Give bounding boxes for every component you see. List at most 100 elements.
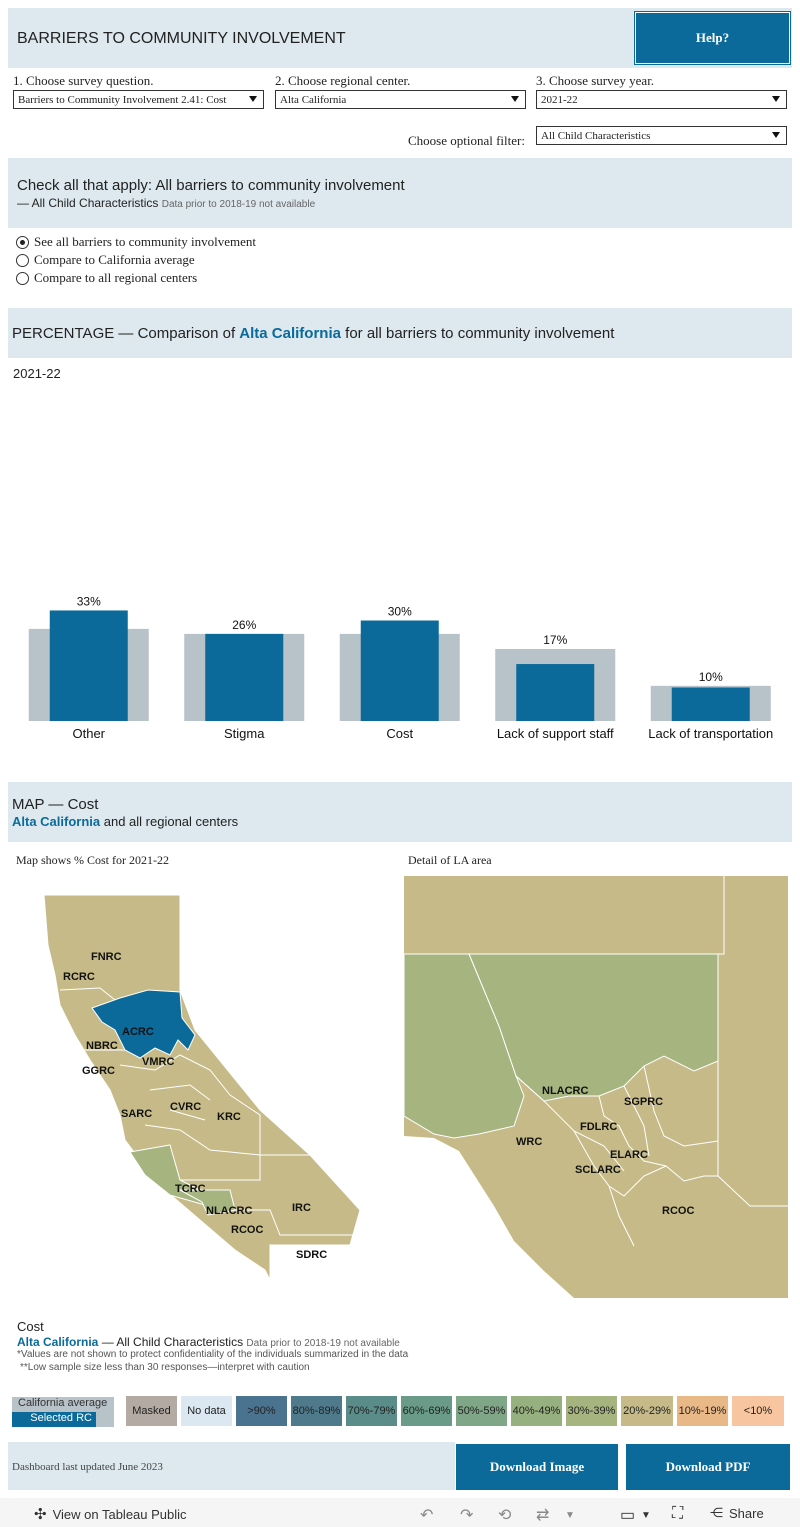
legend-swatch: Masked (126, 1396, 177, 1426)
percentage-title-prefix: PERCENTAGE — Comparison of (12, 325, 240, 342)
fullscreen-icon[interactable]: ⛶ (672, 1505, 684, 1522)
la-detail-map[interactable]: NLACRC SGPRC FDLRC WRC ELARC SCLARC RCOC (404, 876, 788, 1298)
radio-see-all[interactable]: See all barriers to community involvemen… (16, 234, 256, 250)
map-region-label: RCOC (662, 1205, 694, 1217)
radio-icon (16, 253, 29, 267)
chevron-down-icon (772, 96, 780, 102)
question-band-subtitle: — All Child Characteristics Data prior t… (17, 196, 315, 210)
revert-icon[interactable]: ⟲ (498, 1507, 512, 1524)
x-tick-label: Stigma (224, 726, 265, 741)
bar-data-label: 33% (77, 594, 101, 608)
region-base (43, 894, 361, 1281)
radio-compare-ca-average[interactable]: Compare to California average (16, 252, 195, 268)
radio-icon (16, 271, 29, 285)
detail-boundaries (404, 876, 788, 1247)
bar-selected-rc[interactable] (671, 687, 750, 722)
view-on-tableau-link[interactable]: ✣ View on Tableau Public (34, 1505, 187, 1523)
bar-selected-rc[interactable] (49, 610, 128, 721)
map-region-label: NLACRC (206, 1205, 252, 1217)
legend-swatch: 70%-79% (346, 1396, 397, 1426)
tableau-toolbar (0, 1498, 800, 1527)
map-region-label: RCRC (63, 971, 95, 983)
island (222, 1232, 228, 1238)
bar-data-label: 30% (388, 605, 412, 619)
redo-icon[interactable]: ↷ (460, 1507, 474, 1524)
survey-year-select[interactable]: 2021-22 (536, 90, 787, 109)
map-region-label: WRC (516, 1136, 542, 1148)
question-select-value: Barriers to Community Involvement 2.41: … (18, 94, 227, 106)
tableau-logo-icon: ✣ (34, 1506, 47, 1523)
bar-selected-rc[interactable] (360, 620, 439, 722)
bar-selected-rc[interactable] (516, 664, 595, 721)
map-region-label: FNRC (91, 951, 122, 963)
detail-coast-land (459, 1146, 788, 1298)
region-nlacrc[interactable] (179, 1189, 236, 1216)
legend-swatch: 30%-39% (566, 1396, 617, 1426)
bar-chart: 33% Other 26% Stigma 30% Cost 17% Lack of suppo… (28, 594, 773, 741)
question-select[interactable]: Barriers to Community Involvement 2.41: … (13, 90, 264, 109)
map-region-label: CVRC (170, 1101, 201, 1113)
view-on-tableau-label: View on Tableau Public (52, 1506, 187, 1522)
bar-selected-rc[interactable] (205, 633, 284, 721)
region-acrc[interactable] (91, 989, 196, 1059)
region-boundaries (59, 987, 360, 1236)
x-tick-label: Lack of support staff (497, 726, 614, 741)
optional-filter-select-value: All Child Characteristics (541, 130, 651, 142)
legend-swatch: No data (181, 1396, 232, 1426)
footnote-heading: Cost (17, 1319, 44, 1334)
map-subtitle-suffix: and all regional centers (100, 814, 239, 829)
refresh-icon[interactable]: ⇄ (536, 1507, 550, 1524)
page-title: BARRIERS TO COMMUNITY INVOLVEMENT (17, 30, 346, 47)
help-button[interactable]: Help? (635, 12, 790, 64)
legend-swatch: 40%-49% (511, 1396, 562, 1426)
share-label: Share (729, 1505, 764, 1521)
regional-center-select[interactable]: Alta California (275, 90, 526, 109)
percentage-title: PERCENTAGE — Comparison of Alta Californ… (12, 325, 614, 342)
map-region-label: IRC (292, 1202, 311, 1214)
legend-ca-average: California average (12, 1397, 114, 1412)
download-image-button[interactable]: Download Image (456, 1444, 618, 1490)
legend-swatch: 50%-59% (456, 1396, 507, 1426)
share-button[interactable]: ⋲ Share (710, 1505, 764, 1521)
california-map[interactable]: FNRC RCRC ACRC NBRC VMRC GGRC SARC CVRC KRC TCRCN… (30, 890, 375, 1285)
pause-dropdown-icon[interactable]: ▼ (565, 1510, 575, 1521)
undo-icon[interactable]: ↶ (420, 1507, 434, 1524)
bar-data-label: 26% (232, 618, 256, 632)
legend-selected-rc: Selected RC (12, 1412, 114, 1427)
last-updated: Dashboard last updated June 2023 (12, 1461, 163, 1473)
legend-swatch: 10%-19% (677, 1396, 728, 1426)
radio-compare-all-rcs[interactable]: Compare to all regional centers (16, 270, 197, 286)
question-band-filter: — All Child Characteristics (17, 196, 159, 210)
chart-year: 2021-22 (13, 366, 61, 381)
map-region-label: NLACRC (542, 1085, 588, 1097)
question-band-title: Check all that apply: All barriers to co… (17, 177, 405, 194)
map-region-label: SCLARC (575, 1164, 621, 1176)
legend-swatch: 20%-29% (621, 1396, 673, 1426)
map-subtitle-rc: Alta California (12, 814, 101, 829)
percentage-title-rc: Alta California (239, 325, 341, 342)
island (237, 1242, 243, 1248)
percentage-band (8, 308, 792, 358)
map-region-label: KRC (217, 1111, 241, 1123)
regional-center-label: 2. Choose regional center. (275, 73, 411, 88)
device-dropdown-icon[interactable]: ▼ (641, 1510, 651, 1521)
footnote-subtitle: Alta California — All Child Characterist… (17, 1335, 400, 1349)
map-region-label: ACRC (122, 1026, 154, 1038)
device-preview-icon[interactable]: ▭ (620, 1507, 636, 1524)
optional-filter-select[interactable]: All Child Characteristics (536, 126, 787, 145)
map-region-label: SGPRC (624, 1096, 663, 1108)
survey-year-label: 3. Choose survey year. (536, 73, 655, 88)
radio-selected-icon (16, 235, 29, 249)
chevron-down-icon (511, 96, 519, 102)
state-map-labels: FNRC RCRC ACRC NBRC VMRC GGRC SARC CVRC KRC TCRCN… (63, 951, 327, 1261)
download-pdf-button[interactable]: Download PDF (626, 1444, 790, 1490)
survey-year-select-value: 2021-22 (541, 94, 578, 106)
question-band-note: Data prior to 2018-19 not available (161, 199, 316, 210)
bottom-band (8, 1442, 455, 1490)
question-label: 1. Choose survey question. (13, 73, 154, 88)
radio-label: Compare to California average (34, 252, 195, 267)
legend-selected-rc-label: Selected RC (12, 1412, 96, 1427)
chevron-down-icon (249, 96, 257, 102)
map-band (8, 782, 792, 842)
radio-label: See all barriers to community involvemen… (34, 234, 257, 249)
